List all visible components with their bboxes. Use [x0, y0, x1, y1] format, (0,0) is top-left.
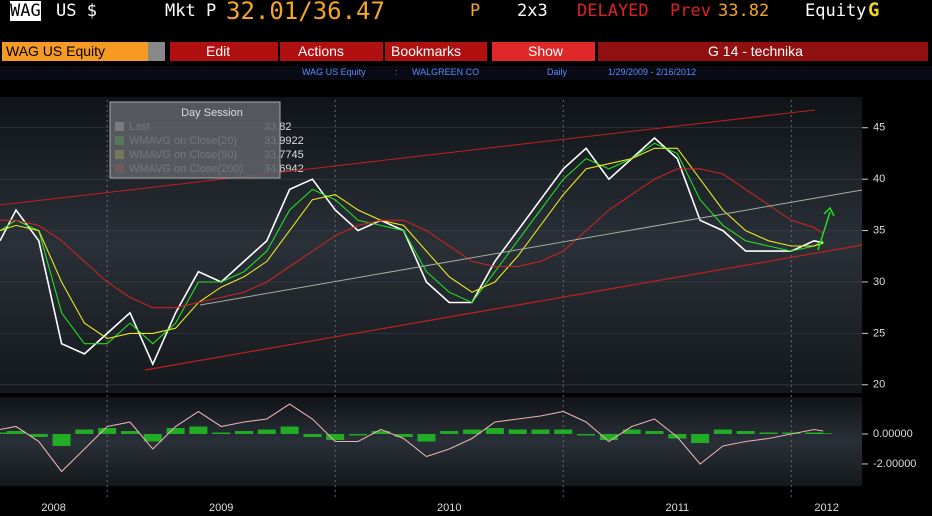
histogram-bar — [782, 432, 801, 435]
series-line — [0, 136, 824, 367]
bid-ask: 32.01/36.47 — [226, 0, 385, 25]
histogram-bar — [713, 429, 732, 435]
security-field[interactable]: WAG US Equity — [2, 42, 148, 61]
histogram-bar — [759, 432, 778, 435]
trend-line — [199, 189, 863, 306]
mkt-label: Mkt P — [165, 1, 217, 21]
page-field[interactable]: G 14 - technika — [598, 42, 928, 61]
delayed: DELAYED — [577, 1, 649, 21]
size: 2x3 — [517, 1, 548, 21]
info-security: WAG US Equity — [302, 67, 366, 77]
histogram-bar — [622, 429, 641, 435]
y-tick-label: 40 — [873, 173, 885, 185]
histogram-bar — [349, 434, 368, 436]
histogram-bar — [52, 434, 71, 446]
y-tick-label: 0.00000 — [873, 428, 913, 440]
histogram-bar — [29, 434, 48, 438]
histogram-bar — [212, 432, 231, 435]
histogram-bar — [814, 433, 833, 435]
histogram-bar — [554, 429, 573, 435]
histogram-bar — [417, 434, 436, 442]
dropdown[interactable] — [148, 42, 165, 61]
histogram-bar — [394, 434, 413, 438]
series-line — [0, 403, 824, 473]
histogram-bar — [531, 429, 550, 435]
arrow — [817, 206, 835, 251]
currency: US $ — [56, 1, 97, 21]
y-tick-label: 35 — [873, 224, 885, 236]
histogram-bar — [371, 431, 390, 435]
histogram-bar — [326, 434, 345, 441]
info-bar: WAG US Equity : WALGREEN CO Daily 1/29/2… — [0, 66, 932, 80]
histogram-bar — [736, 431, 755, 435]
price-suffix: P — [470, 1, 481, 21]
edit-button[interactable]: Edit — [170, 42, 278, 61]
histogram-bar — [189, 426, 208, 435]
series-line — [0, 142, 824, 345]
info-range: 1/29/2009 - 2/16/2012 — [608, 67, 697, 77]
histogram-bar — [805, 432, 824, 435]
histogram-bar — [166, 428, 185, 435]
histogram-bar — [508, 429, 527, 435]
y-tick-label: 25 — [873, 327, 885, 339]
histogram-bar — [0, 432, 9, 435]
x-tick-label: 2009 — [209, 502, 233, 514]
market: Equity — [805, 1, 867, 21]
y-tick-label: -2.00000 — [873, 458, 916, 470]
legend: Day Session — [109, 101, 281, 179]
histogram-bar — [645, 431, 664, 435]
header: WAG US $ Mkt P 32.01/36.47 P 2x3 DELAYED… — [0, 0, 932, 25]
prev-value: 33.82 — [718, 1, 770, 21]
info-period: Daily — [547, 67, 568, 77]
histogram-bar — [599, 434, 618, 441]
histogram-bar — [143, 434, 162, 442]
histogram-bar — [440, 431, 459, 435]
histogram-bar — [577, 434, 596, 436]
y-tick-label: 45 — [873, 122, 885, 134]
x-tick-label: 2012 — [814, 502, 838, 514]
prev-label: Prev — [670, 1, 711, 21]
show-button[interactable]: Show — [492, 42, 595, 61]
histogram-bar — [485, 428, 504, 435]
x-tick-label: 2011 — [665, 502, 689, 514]
histogram-bar — [120, 431, 139, 435]
histogram-bar — [303, 434, 322, 438]
histogram-bar — [75, 429, 94, 435]
bookmarks-button[interactable]: Bookmarks — [385, 42, 487, 61]
y-tick-label: 20 — [873, 379, 885, 391]
function-key[interactable]: G — [868, 0, 880, 21]
x-tick-label: 2010 — [437, 502, 461, 514]
series-line — [0, 168, 824, 309]
info-name: WALGREEN CO — [412, 67, 480, 77]
actions-button[interactable]: Actions — [280, 42, 383, 61]
info-separator: : — [395, 67, 398, 77]
histogram-bar — [6, 431, 25, 435]
histogram-bar — [463, 429, 482, 435]
histogram-bar — [257, 429, 276, 435]
ticker[interactable]: WAG — [10, 1, 41, 21]
series-line — [0, 147, 824, 340]
x-tick-label: 2008 — [41, 502, 65, 514]
trend-line — [144, 244, 863, 371]
legend-box — [109, 101, 281, 179]
legend-title: Day Session — [181, 107, 243, 119]
histogram-bar — [235, 431, 254, 435]
histogram-bar — [668, 434, 687, 439]
trend-line — [0, 109, 816, 206]
histogram-bar — [280, 426, 299, 435]
histogram-bar — [98, 428, 117, 435]
histogram-bar — [691, 434, 710, 443]
y-tick-label: 30 — [873, 276, 885, 288]
